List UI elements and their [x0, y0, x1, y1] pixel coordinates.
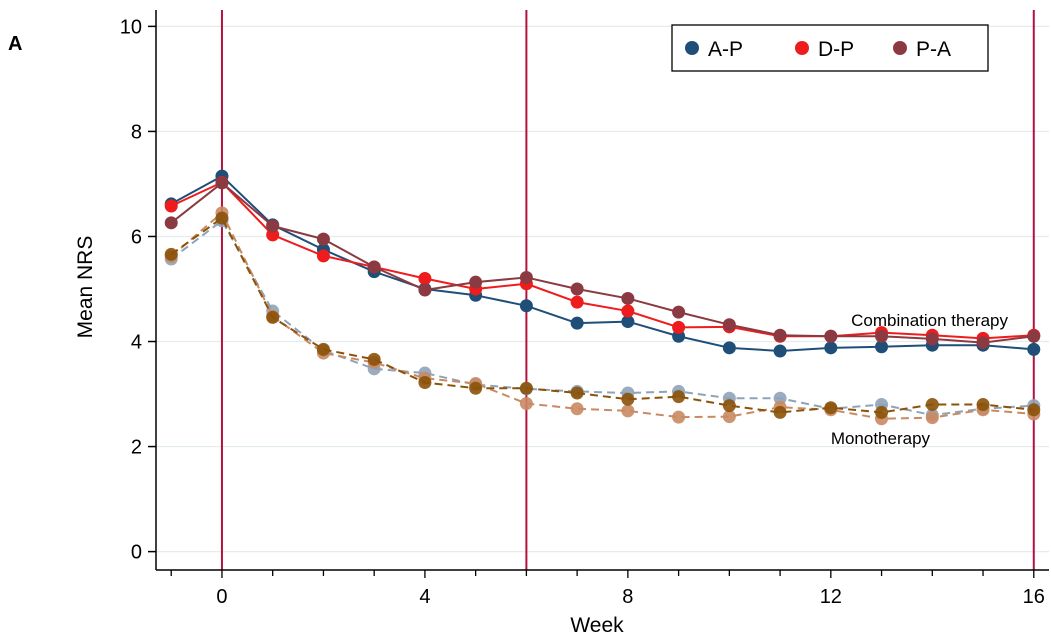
x-axis-title: Week [570, 614, 624, 637]
series-line-combination-therapy-d-p [170, 181, 1034, 340]
data-point-combination-therapy-a-p-week-6 [519, 299, 533, 313]
y-tick-label-10: 10 [120, 16, 142, 38]
data-point-combination-therapy-p-a-week-9 [672, 305, 686, 319]
data-point-combination-therapy-p-a-week-3 [367, 260, 381, 274]
x-tick-label-4: 4 [419, 586, 430, 608]
data-point-combination-therapy-p-a-week-0 [215, 176, 229, 190]
y-tick-label-0: 0 [131, 542, 142, 564]
series-line-monotherapy-p-a [170, 217, 1034, 414]
data-point-combination-therapy-a-p-week-7 [570, 316, 584, 330]
y-tick-label-4: 4 [131, 332, 142, 354]
annotations: Combination therapy Monotherapy [831, 311, 1009, 448]
data-point-monotherapy-p-a-week-14 [925, 398, 939, 412]
data-point-combination-therapy-a-p-week-13 [875, 340, 889, 354]
data-point-combination-therapy-d-p-week-1 [266, 228, 280, 242]
series-line-combination-therapy-a-p [170, 175, 1034, 352]
legend-box [671, 24, 989, 72]
data-point-monotherapy-a-p-week-11 [773, 391, 787, 405]
y-tick-label-8: 8 [131, 121, 142, 143]
legend-label-a-p: A-P [708, 38, 743, 61]
x-tick-label-12: 12 [820, 586, 842, 608]
data-point-monotherapy-p-a-week-11 [773, 405, 787, 419]
data-point-monotherapy-d-p-week-7 [570, 402, 584, 416]
x-tick-label-8: 8 [622, 586, 633, 608]
series-monotherapy-p-a [164, 211, 1041, 419]
legend-label-d-p: D-P [818, 38, 854, 61]
data-point-combination-therapy-p-a-week-7 [570, 282, 584, 296]
data-point-combination-therapy-d-p-week-9 [672, 320, 686, 334]
data-point-monotherapy-p-a-week-3 [367, 352, 381, 366]
data-point-combination-therapy-p-a-week-12 [824, 329, 838, 343]
data-point-combination-therapy-p-a-week-4 [418, 283, 432, 297]
data-point-combination-therapy-d-p-week-4 [418, 271, 432, 285]
legend-marker-d-p [795, 41, 809, 55]
data-point-combination-therapy-d-p-week-8 [621, 304, 635, 318]
data-point-combination-therapy-p-a-week-5 [469, 275, 483, 289]
legend-marker-p-a [893, 41, 907, 55]
data-point-combination-therapy-p-a-week-13 [875, 329, 889, 343]
data-point-monotherapy-p-a-week-8 [621, 392, 635, 406]
data-point-monotherapy-p-a-week-5 [469, 381, 483, 395]
data-point-combination-therapy-a-p-week-16 [1027, 342, 1041, 356]
data-point-combination-therapy-p-a-week-1 [266, 219, 280, 233]
data-point-monotherapy-d-p-week-10 [722, 410, 736, 424]
data-point-combination-therapy-p-a-week-15 [976, 336, 990, 350]
gridlines [156, 25, 1049, 553]
data-point-monotherapy-p-a-week-16 [1027, 403, 1041, 417]
data-point-monotherapy-p-a-week--1 [164, 247, 178, 261]
x-tick-label-16: 16 [1023, 586, 1045, 608]
y-tick-label-6: 6 [131, 226, 142, 248]
data-point-monotherapy-p-a-week-7 [570, 386, 584, 400]
data-point-combination-therapy-p-a-week-8 [621, 291, 635, 305]
data-point-combination-therapy-p-a-week-14 [925, 332, 939, 346]
data-point-combination-therapy-d-p-week--1 [164, 199, 178, 213]
series-line-combination-therapy-p-a [170, 181, 1034, 344]
data-point-monotherapy-p-a-week-1 [266, 310, 280, 324]
series-line-monotherapy-d-p [170, 211, 1034, 420]
series-combination-therapy-p-a [164, 176, 1041, 350]
data-point-monotherapy-p-a-week-15 [976, 398, 990, 412]
data-point-combination-therapy-a-p-week-12 [824, 341, 838, 355]
data-point-combination-therapy-p-a-week-16 [1027, 329, 1041, 343]
panel-label: A [8, 33, 22, 55]
data-point-monotherapy-p-a-week-12 [824, 401, 838, 415]
data-point-monotherapy-p-a-week-2 [316, 342, 330, 356]
data-point-combination-therapy-p-a-week-10 [722, 318, 736, 332]
data-point-combination-therapy-p-a-week-2 [316, 232, 330, 246]
data-point-monotherapy-p-a-week-9 [672, 390, 686, 404]
data-point-monotherapy-p-a-week-6 [519, 381, 533, 395]
data-point-combination-therapy-a-p-week-8 [621, 315, 635, 329]
data-point-monotherapy-d-p-week-6 [519, 397, 533, 411]
data-point-combination-therapy-d-p-week-7 [570, 295, 584, 309]
data-point-monotherapy-d-p-week-8 [621, 404, 635, 418]
annotation-monotherapy: Monotherapy [831, 429, 931, 448]
legend-label-p-a: P-A [916, 38, 951, 61]
data-point-monotherapy-p-a-week-13 [875, 405, 889, 419]
y-tick-label-2: 2 [131, 437, 142, 459]
y-axis-title: Mean NRS [74, 236, 97, 339]
series-layer [164, 169, 1041, 426]
axes: 0 2 4 6 8 10 0 4 8 12 16 [120, 10, 1049, 608]
data-point-combination-therapy-a-p-week-9 [672, 329, 686, 343]
legend-marker-a-p [685, 41, 699, 55]
data-point-combination-therapy-p-a-week-6 [519, 270, 533, 284]
annotation-combination-therapy: Combination therapy [851, 311, 1008, 330]
data-point-monotherapy-p-a-week-0 [215, 211, 229, 225]
x-tick-label-0: 0 [216, 586, 227, 608]
data-point-monotherapy-p-a-week-4 [418, 375, 432, 389]
data-point-monotherapy-d-p-week-14 [925, 411, 939, 425]
legend: A-P D-P P-A [671, 24, 989, 72]
reference-lines [220, 10, 1035, 570]
data-point-monotherapy-d-p-week-9 [672, 410, 686, 424]
data-point-combination-therapy-d-p-week-2 [316, 249, 330, 263]
data-point-monotherapy-p-a-week-10 [722, 399, 736, 413]
data-point-combination-therapy-a-p-week-11 [773, 344, 787, 358]
data-point-combination-therapy-p-a-week--1 [164, 216, 178, 230]
data-point-combination-therapy-a-p-week-10 [722, 341, 736, 355]
data-point-combination-therapy-p-a-week-11 [773, 328, 787, 342]
